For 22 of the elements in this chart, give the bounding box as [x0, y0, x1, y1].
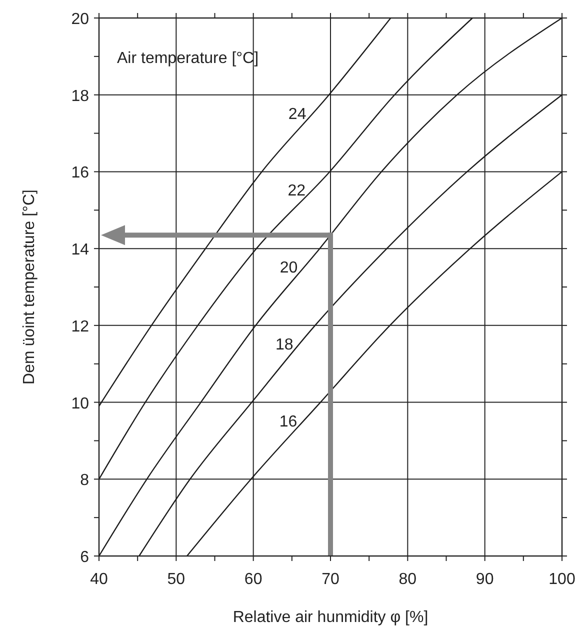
x-tick-label: 90	[476, 571, 494, 588]
series-label: 24	[288, 106, 306, 123]
x-tick-label: 70	[322, 571, 340, 588]
series-label: 18	[275, 336, 294, 354]
x-axis-title: Relative air hunmidity φ [%]	[232, 609, 428, 626]
y-axis-title: Dem üoint temperature [°C]	[21, 190, 38, 384]
x-tick-label: 100	[548, 571, 576, 588]
y-tick-label: 16	[71, 164, 90, 182]
series-label: 16	[279, 413, 298, 430]
y-tick-label: 8	[80, 472, 90, 490]
y-tick-label: 10	[71, 395, 90, 412]
y-tick-label: 20	[71, 11, 90, 28]
y-tick-label: 14	[71, 242, 90, 259]
x-tick-label: 40	[90, 571, 108, 588]
y-tick-label: 6	[80, 549, 90, 566]
x-tick-label: 60	[244, 571, 262, 588]
series-label: 22	[288, 182, 306, 200]
y-tick-label: 18	[71, 88, 90, 105]
x-tick-label: 50	[167, 571, 186, 588]
x-tick-label: 80	[398, 571, 417, 588]
series-label: 20	[280, 260, 298, 277]
y-tick-label: 12	[71, 318, 90, 336]
